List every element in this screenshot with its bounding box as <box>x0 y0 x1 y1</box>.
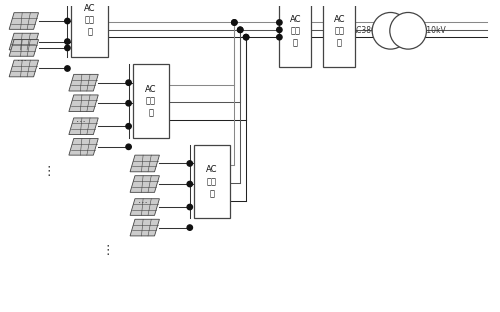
Circle shape <box>126 100 132 106</box>
Circle shape <box>64 39 70 44</box>
Polygon shape <box>9 60 38 77</box>
Polygon shape <box>130 155 160 172</box>
Circle shape <box>238 27 243 32</box>
Polygon shape <box>69 95 98 112</box>
Text: AC
汇流
箱: AC 汇流 箱 <box>290 15 301 47</box>
Circle shape <box>187 181 192 187</box>
Bar <box>194 145 230 218</box>
Text: AC
逆变
器: AC 逆变 器 <box>84 4 96 36</box>
Polygon shape <box>69 74 98 91</box>
Circle shape <box>64 45 70 51</box>
Text: ⋮: ⋮ <box>42 165 54 178</box>
Circle shape <box>276 27 282 32</box>
Polygon shape <box>9 13 38 29</box>
Circle shape <box>232 20 237 25</box>
Bar <box>132 64 169 138</box>
Circle shape <box>238 27 243 32</box>
Circle shape <box>390 12 426 49</box>
Circle shape <box>232 20 237 25</box>
Text: AC
逆变
器: AC 逆变 器 <box>206 165 218 198</box>
Text: AC
逆变
器: AC 逆变 器 <box>145 85 156 117</box>
Text: AC380V: AC380V <box>352 26 382 35</box>
Circle shape <box>244 34 249 40</box>
Circle shape <box>276 20 282 25</box>
Polygon shape <box>130 176 160 192</box>
Text: …: … <box>16 53 26 63</box>
Polygon shape <box>130 199 160 215</box>
Circle shape <box>64 66 70 71</box>
Circle shape <box>372 12 409 49</box>
Text: ⋮: ⋮ <box>102 244 115 256</box>
Circle shape <box>276 34 282 40</box>
Circle shape <box>187 225 192 230</box>
Bar <box>72 0 108 57</box>
Circle shape <box>64 18 70 24</box>
Circle shape <box>126 124 132 129</box>
Circle shape <box>126 80 132 85</box>
Bar <box>324 0 356 66</box>
Text: AC10kV: AC10kV <box>417 26 447 35</box>
Circle shape <box>187 161 192 166</box>
Polygon shape <box>69 118 98 134</box>
Polygon shape <box>69 139 98 155</box>
Polygon shape <box>130 219 160 236</box>
Circle shape <box>187 204 192 210</box>
Polygon shape <box>9 40 38 56</box>
Text: AC
配电
柜: AC 配电 柜 <box>334 15 345 47</box>
Circle shape <box>244 34 249 40</box>
Text: …: … <box>138 195 147 205</box>
Text: …: … <box>76 114 86 124</box>
Polygon shape <box>9 33 38 50</box>
Bar <box>280 0 311 66</box>
Circle shape <box>126 144 132 149</box>
